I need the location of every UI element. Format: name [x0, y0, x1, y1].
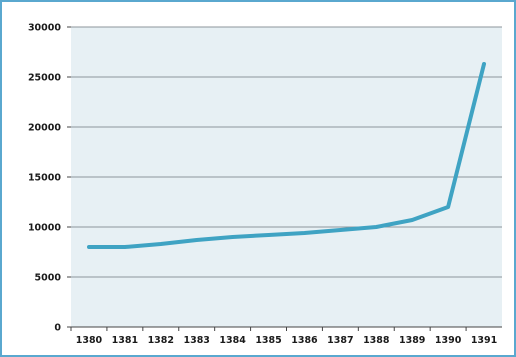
data-point — [195, 238, 198, 242]
x-tick-label: 1387 — [327, 335, 353, 346]
x-tick-label: 1390 — [435, 335, 462, 346]
x-tick-label: 1381 — [112, 335, 138, 346]
y-tick-label: 15000 — [28, 173, 61, 184]
series-line — [87, 62, 486, 249]
y-axis-ticks: 0 5000 10000 15000 20000 25000 30000 — [28, 23, 71, 334]
x-tick-label: 1386 — [291, 335, 318, 346]
data-point — [87, 245, 91, 249]
x-tick-label: 1384 — [219, 335, 246, 346]
y-tick-label: 30000 — [28, 23, 61, 34]
data-point — [375, 225, 378, 229]
x-tick-label: 1380 — [76, 335, 103, 346]
data-point — [411, 218, 414, 222]
y-tick-label: 0 — [54, 323, 61, 334]
x-tick-label: 1382 — [148, 335, 174, 346]
data-point — [446, 205, 450, 209]
y-tick-label: 25000 — [28, 73, 61, 84]
x-tick-label: 1383 — [183, 335, 209, 346]
data-point — [231, 235, 234, 239]
data-point — [339, 228, 342, 232]
x-tick-label: 1389 — [399, 335, 425, 346]
y-tick-label: 5000 — [35, 273, 62, 284]
y-tick-label: 20000 — [28, 123, 61, 134]
x-tick-label: 1391 — [471, 335, 497, 346]
gridlines — [71, 26, 502, 278]
x-tick-label: 1385 — [255, 335, 281, 346]
data-point — [159, 242, 162, 246]
data-point — [482, 62, 486, 66]
x-axis-ticks: 1380 1381 1382 1383 1384 1385 1386 1387 1388 1389… — [70, 327, 497, 346]
y-tick-label: 10000 — [28, 223, 61, 234]
series-group — [87, 62, 486, 249]
data-point — [123, 245, 127, 249]
x-tick-label: 1388 — [363, 335, 390, 346]
data-point — [267, 233, 270, 237]
data-point — [303, 231, 306, 235]
